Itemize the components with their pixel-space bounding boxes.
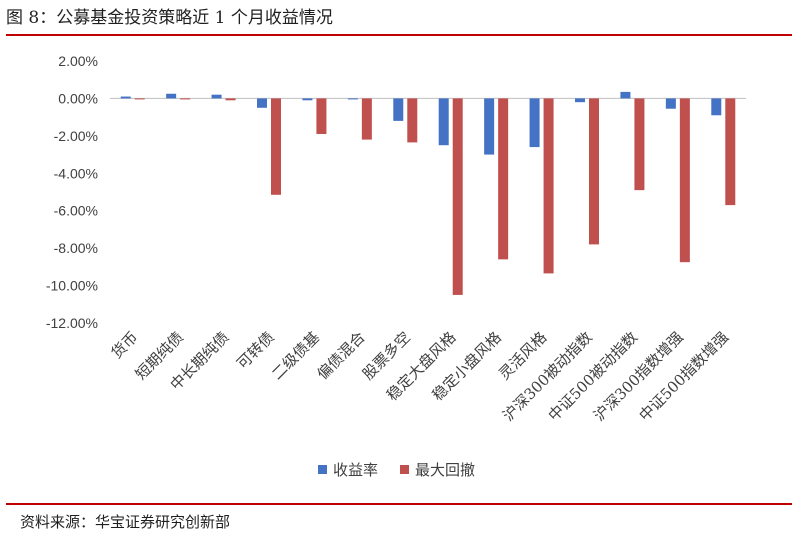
y-tick-label: 2.00% [58, 53, 98, 69]
source-rule [6, 503, 792, 505]
return-bar [347, 98, 358, 100]
legend-label-drawdown: 最大回撤 [415, 461, 475, 479]
return-bar [529, 98, 540, 148]
legend-swatch-return [318, 465, 327, 474]
drawdown-bar [361, 98, 372, 140]
return-bar [438, 98, 449, 146]
drawdown-bar [316, 98, 327, 134]
drawdown-bar [407, 98, 418, 143]
drawdown-bar [543, 98, 554, 274]
legend: 收益率 最大回撤 [318, 461, 475, 479]
title-rule [6, 34, 792, 36]
return-bar [711, 98, 722, 116]
y-tick-label: 0.00% [58, 90, 98, 106]
drawdown-bar [725, 98, 736, 206]
legend-swatch-drawdown [400, 465, 409, 474]
drawdown-bar [180, 98, 191, 100]
y-tick-label: -8.00% [54, 240, 98, 256]
x-category-label: 可转债 [233, 328, 278, 373]
return-bar [211, 94, 222, 99]
return-bar [120, 96, 131, 99]
drawdown-bar [679, 98, 690, 263]
x-category-label: 偏债混合 [314, 328, 369, 383]
drawdown-bar [634, 98, 645, 191]
y-tick-label: -4.00% [54, 165, 98, 181]
return-bar [665, 98, 676, 109]
x-category-label: 二级债基 [268, 328, 323, 383]
y-tick-label: -2.00% [54, 128, 98, 144]
drawdown-bar [271, 98, 281, 195]
y-tick-label: -10.00% [46, 278, 98, 294]
return-bar [575, 98, 585, 103]
drawdown-bar [498, 98, 509, 260]
plot-area: 2.00% 0.00% -2.00% -4.00% -6.00% -8.00% -10.00… [46, 53, 746, 425]
return-bar [393, 98, 404, 121]
figure-title: 图 8：公募基金投资策略近 1 个月收益情况 [6, 8, 333, 28]
return-bar [484, 98, 495, 155]
return-bar [166, 93, 177, 99]
return-bar [302, 98, 313, 101]
drawdown-bar [452, 98, 463, 295]
y-tick-label: -12.00% [46, 315, 98, 331]
drawdown-bar [134, 98, 145, 100]
return-bar [257, 98, 267, 108]
return-bar [620, 91, 631, 99]
y-tick-label: -6.00% [54, 203, 98, 219]
drawdown-bar [225, 98, 236, 101]
source-note: 资料来源：华宝证券研究创新部 [20, 513, 231, 531]
drawdown-bar [589, 98, 599, 245]
legend-label-return: 收益率 [333, 461, 378, 479]
x-category-label: 货币 [108, 328, 142, 362]
